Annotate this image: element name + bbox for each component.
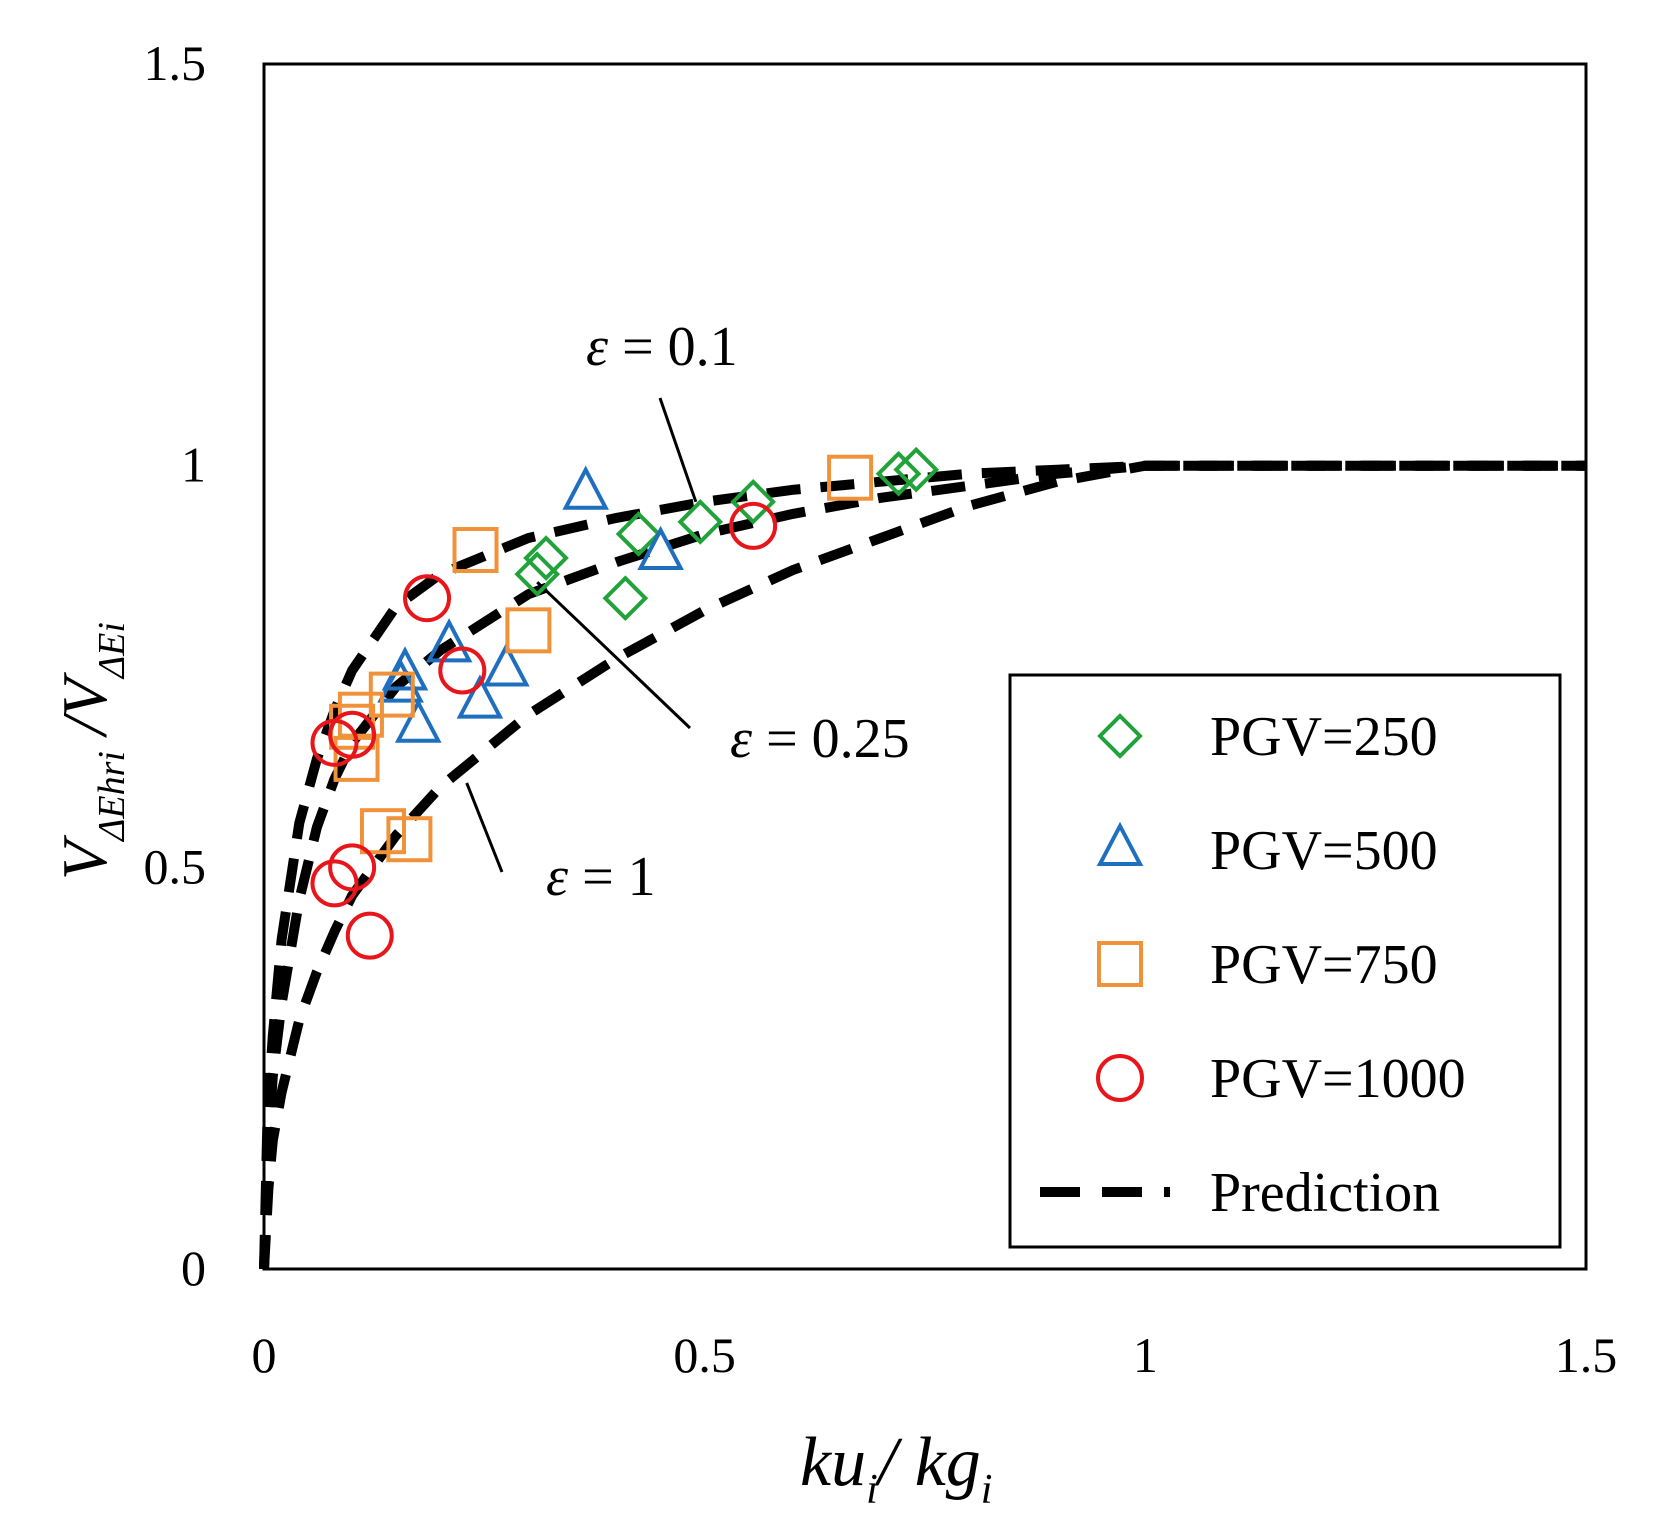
marker-pgv1000-3	[328, 843, 377, 892]
data-markers	[310, 446, 940, 960]
legend-label-pgv750: PGV=750	[1210, 934, 1438, 996]
x-tick-label: 0	[252, 1327, 277, 1383]
marker-pgv500-4	[456, 674, 504, 719]
y-tick-label: 1	[181, 437, 206, 493]
prediction-curve-eps-1	[259, 460, 1586, 1270]
marker-pgv1000-1	[328, 710, 377, 759]
legend-symbol-pgv500	[1096, 821, 1144, 866]
marker-pgv750-8	[827, 454, 874, 501]
legend-symbol-pgv750	[1097, 941, 1143, 987]
x-tick-label: 1	[1133, 1327, 1158, 1383]
annotation-eps-1: ε = 1	[546, 846, 656, 908]
x-tick-label: 1.5	[1555, 1327, 1618, 1383]
y-tick-label: 0	[181, 1240, 206, 1296]
prediction-curve-eps-0-1	[259, 460, 1586, 1270]
prediction-curve-eps-0-25	[259, 460, 1586, 1270]
x-axis-label: kui/ kgi	[800, 1424, 992, 1513]
annotation-leader-0	[658, 397, 698, 503]
legend-label-pgv250: PGV=250	[1210, 706, 1438, 768]
legend: PGV=250 PGV=500 PGV=750 PGV=1000 Predict…	[1008, 673, 1562, 1249]
marker-pgv750-7	[505, 607, 552, 654]
legend-label-pgv500: PGV=500	[1210, 820, 1438, 882]
marker-pgv500-2	[394, 698, 442, 743]
marker-pgv250-4	[677, 499, 724, 545]
marker-pgv1000-6	[438, 646, 487, 695]
y-axis-label: VΔEhri /VΔEi	[49, 622, 133, 880]
marker-pgv500-1	[381, 646, 429, 691]
marker-pgv250-7	[893, 446, 940, 493]
annotation-leader-2	[465, 782, 504, 873]
annotation-eps-0-25: ε = 0.25	[730, 708, 910, 770]
marker-pgv250-1	[523, 535, 569, 581]
marker-pgv750-6	[452, 527, 499, 574]
annotation-leader-lines	[465, 397, 698, 873]
marker-pgv500-3	[425, 618, 473, 663]
annotation-eps-0-1: ε = 0.1	[586, 316, 738, 378]
marker-pgv1000-2	[310, 859, 359, 908]
marker-pgv500-5	[483, 642, 530, 687]
plot-area-frame	[262, 62, 1588, 1271]
marker-pgv500-6	[562, 465, 609, 510]
marker-pgv750-3	[368, 671, 415, 718]
marker-pgv500-7	[637, 525, 684, 571]
marker-pgv250-6	[875, 450, 922, 497]
marker-pgv1000-7	[729, 501, 778, 550]
marker-pgv250-3	[615, 511, 662, 557]
marker-pgv250-2	[602, 575, 649, 622]
legend-symbols	[1040, 713, 1170, 1197]
y-tick-label: 0.5	[144, 838, 207, 894]
legend-label-pgv1000: PGV=1000	[1210, 1048, 1466, 1110]
marker-pgv250-0	[514, 551, 561, 597]
legend-symbol-pgv1000	[1096, 1054, 1144, 1102]
marker-pgv750-5	[386, 816, 433, 863]
axis-ticks: 0 0.5 1 1.5 0 0.5 1 1.5	[144, 35, 1618, 1383]
marker-pgv1000-4	[345, 911, 394, 960]
x-tick-label: 0.5	[673, 1327, 736, 1383]
marker-pgv250-5	[730, 478, 776, 525]
legend-symbol-pgv250	[1097, 713, 1143, 759]
y-tick-label: 1.5	[144, 35, 207, 91]
marker-pgv750-4	[359, 808, 406, 855]
legend-box	[1008, 673, 1562, 1249]
legend-label-prediction: Prediction	[1210, 1162, 1440, 1224]
marker-pgv1000-5	[403, 574, 452, 623]
annotation-leader-1	[536, 581, 692, 730]
prediction-curves	[259, 460, 1586, 1270]
